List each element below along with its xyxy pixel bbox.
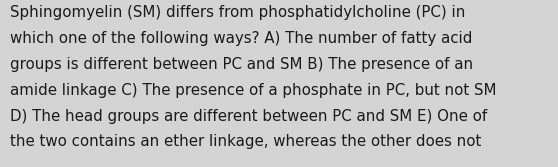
Text: Sphingomyelin (SM) differs from phosphatidylcholine (PC) in: Sphingomyelin (SM) differs from phosphat… xyxy=(10,5,465,20)
Text: which one of the following ways? A) The number of fatty acid: which one of the following ways? A) The … xyxy=(10,31,473,46)
Text: D) The head groups are different between PC and SM E) One of: D) The head groups are different between… xyxy=(10,109,487,124)
Text: amide linkage C) The presence of a phosphate in PC, but not SM: amide linkage C) The presence of a phosp… xyxy=(10,83,497,98)
Text: groups is different between PC and SM B) The presence of an: groups is different between PC and SM B)… xyxy=(10,57,473,72)
Text: the two contains an ether linkage, whereas the other does not: the two contains an ether linkage, where… xyxy=(10,134,482,149)
